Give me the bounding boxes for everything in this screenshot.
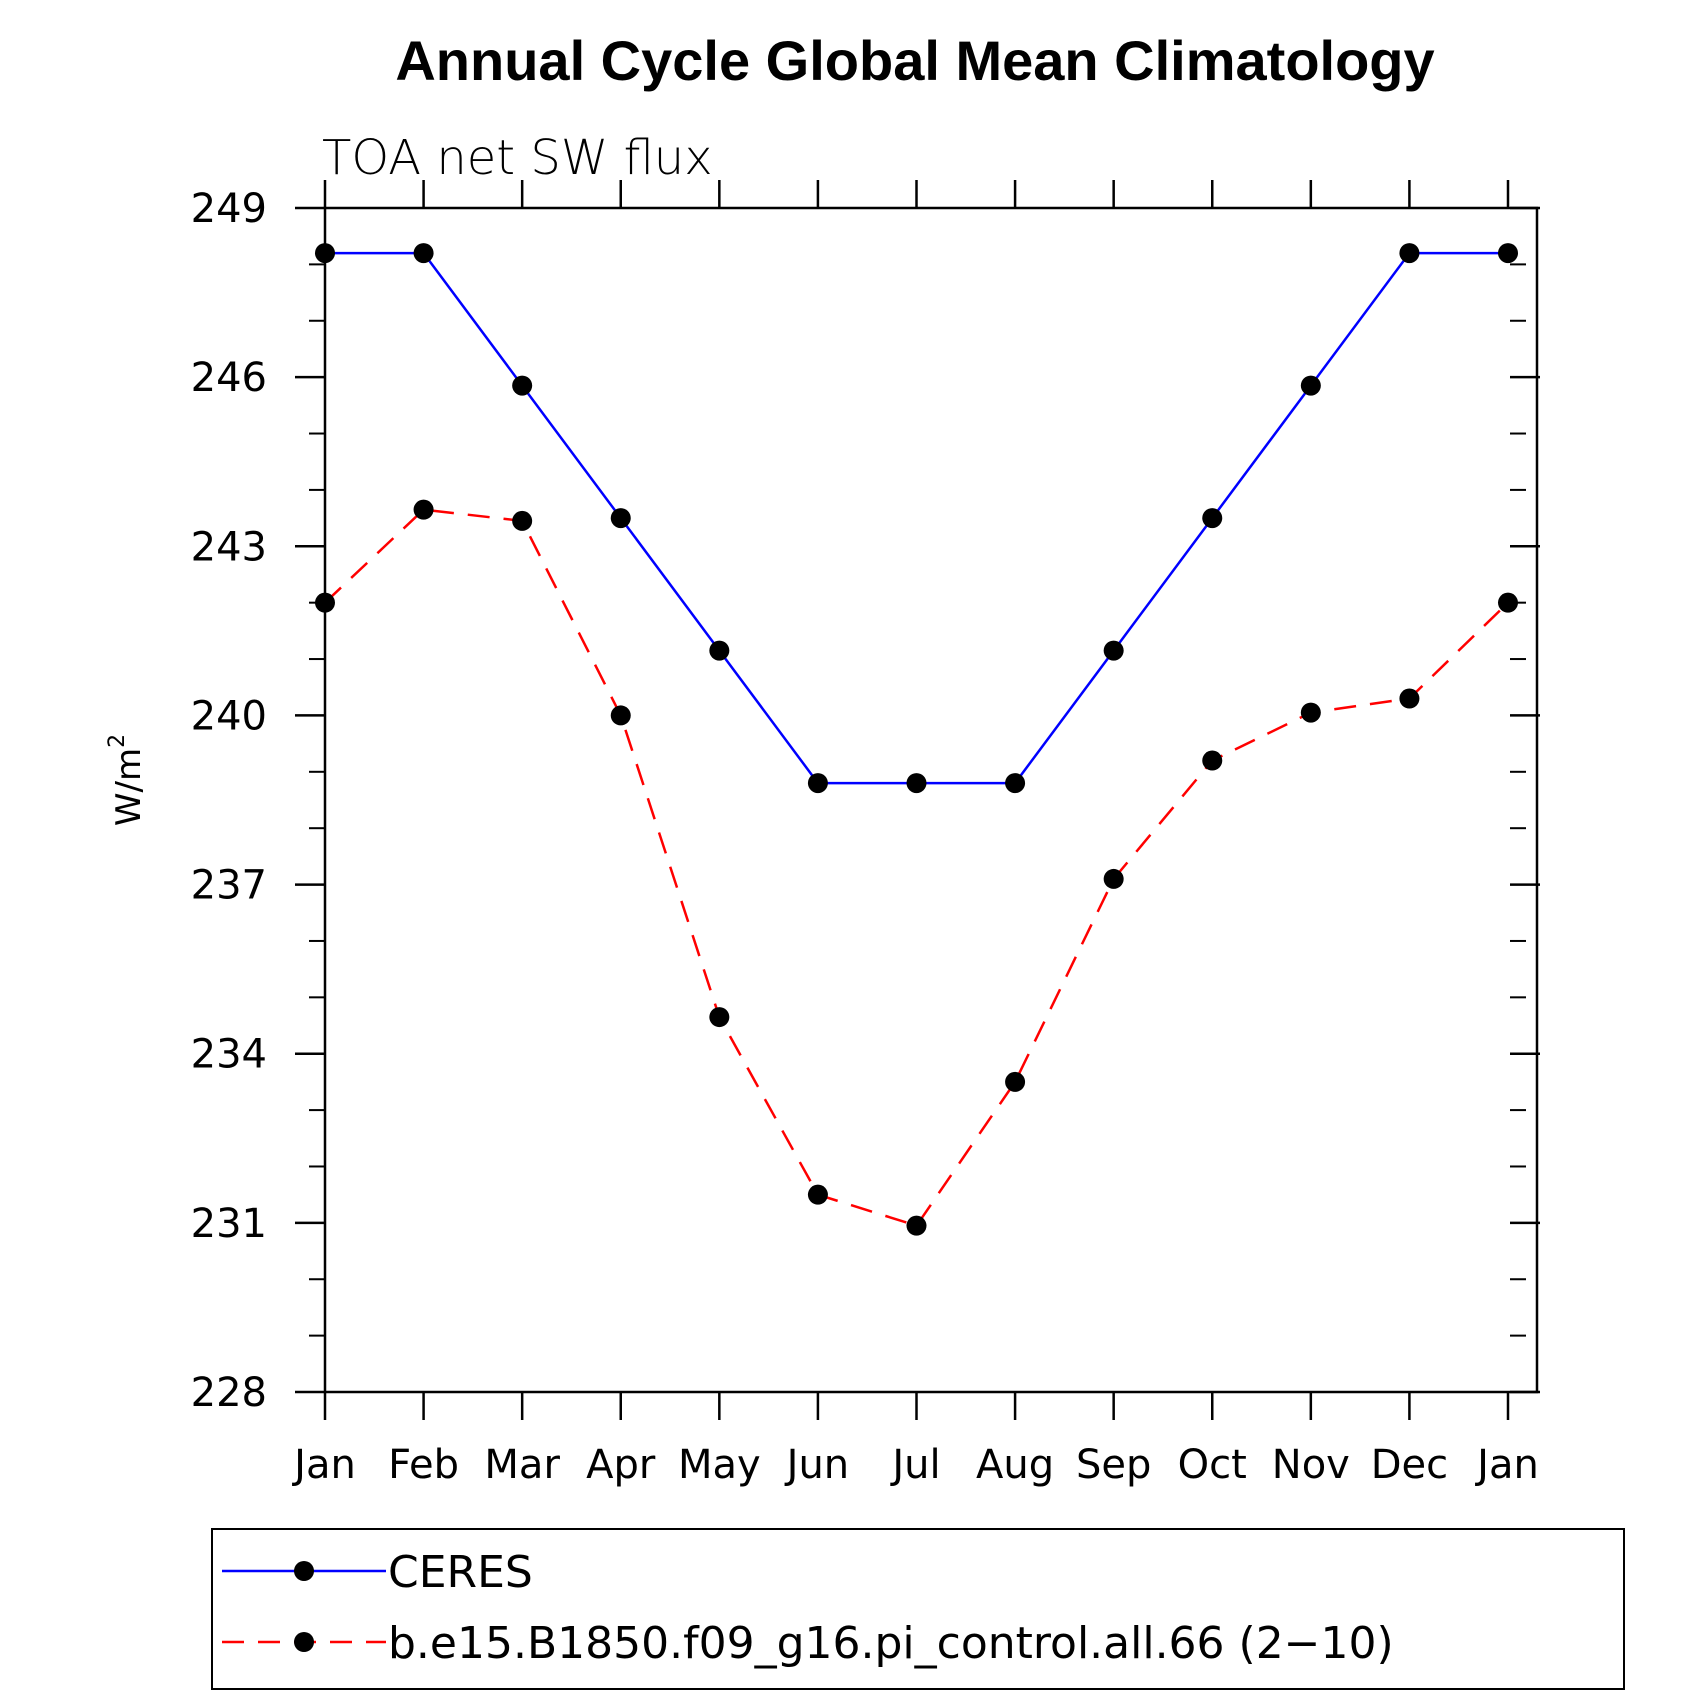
series-layer [315, 243, 1518, 1236]
x-tick-label: Jun [784, 1442, 850, 1488]
series-line-0 [325, 251, 1508, 785]
x-tick-label: May [678, 1442, 761, 1488]
legend-box [211, 1528, 1625, 1690]
x-tick-label: Jul [889, 1442, 940, 1488]
legend-label-1: b.e15.B1850.f09_g16.pi_control.all.66 (2… [388, 1618, 1394, 1669]
x-tick-label: Apr [586, 1442, 656, 1488]
x-tick-label: Sep [1076, 1442, 1151, 1488]
data-point [1300, 375, 1321, 396]
legend-label-0: CERES [388, 1547, 533, 1598]
data-point [413, 243, 434, 264]
y-axis-label-exponent: 2 [105, 734, 130, 748]
x-tick-label: Feb [388, 1442, 459, 1488]
x-tick-label: Nov [1272, 1442, 1350, 1488]
y-tick-label: 231 [191, 1201, 267, 1247]
data-point [413, 499, 434, 520]
series-line-1 [324, 508, 1509, 1228]
data-point [610, 705, 631, 726]
data-point [512, 375, 533, 396]
legend-marker-1 [294, 1632, 314, 1652]
data-point [610, 508, 631, 529]
data-point [1202, 750, 1223, 771]
data-point [906, 1215, 927, 1236]
y-tick-label: 243 [191, 524, 267, 570]
data-point [1103, 640, 1124, 661]
data-point [1498, 592, 1518, 613]
data-point [1399, 243, 1420, 264]
data-point [315, 243, 335, 264]
data-point [1005, 1071, 1026, 1092]
data-point [1300, 702, 1321, 723]
legend-marker-0 [294, 1561, 314, 1581]
x-tick-label: Jan [1474, 1442, 1539, 1488]
y-tick-label: 228 [191, 1370, 267, 1416]
x-tick-label: Mar [484, 1442, 560, 1488]
data-point [1005, 773, 1026, 794]
data-point [1202, 508, 1223, 529]
data-point [1399, 688, 1420, 709]
chart-title: Annual Cycle Global Mean Climatology [395, 29, 1434, 92]
data-point [512, 510, 533, 531]
y-tick-label: 246 [191, 355, 267, 401]
data-point [1103, 868, 1124, 889]
data-point [906, 773, 927, 794]
y-tick-label: 240 [191, 693, 267, 739]
y-tick-label: 234 [191, 1032, 267, 1078]
x-tick-label: Dec [1371, 1442, 1448, 1488]
data-point [807, 1184, 828, 1205]
legend: CERES b.e15.B1850.f09_g16.pi_control.all.… [222, 1547, 1394, 1669]
data-point [315, 592, 335, 613]
axis-ticks: Jan Feb Mar Apr May Jun Jul Aug Sep Oct Nov Dec Jan 2… [191, 180, 1540, 1488]
x-tick-label: Jan [291, 1442, 356, 1488]
y-tick-label: 237 [191, 863, 267, 909]
y-tick-label: 249 [191, 186, 267, 232]
data-point [1498, 243, 1518, 264]
x-tick-label: Aug [976, 1442, 1054, 1488]
y-axis-label-unit: W/m [109, 748, 149, 826]
data-point [709, 1007, 730, 1028]
chart-subtitle: TOA net SW flux [322, 130, 713, 186]
plot-frame [323, 206, 1539, 1394]
data-point [709, 640, 730, 661]
x-tick-label: Oct [1178, 1442, 1247, 1488]
y-axis-label: W/m2 [105, 734, 149, 826]
data-point [807, 773, 828, 794]
